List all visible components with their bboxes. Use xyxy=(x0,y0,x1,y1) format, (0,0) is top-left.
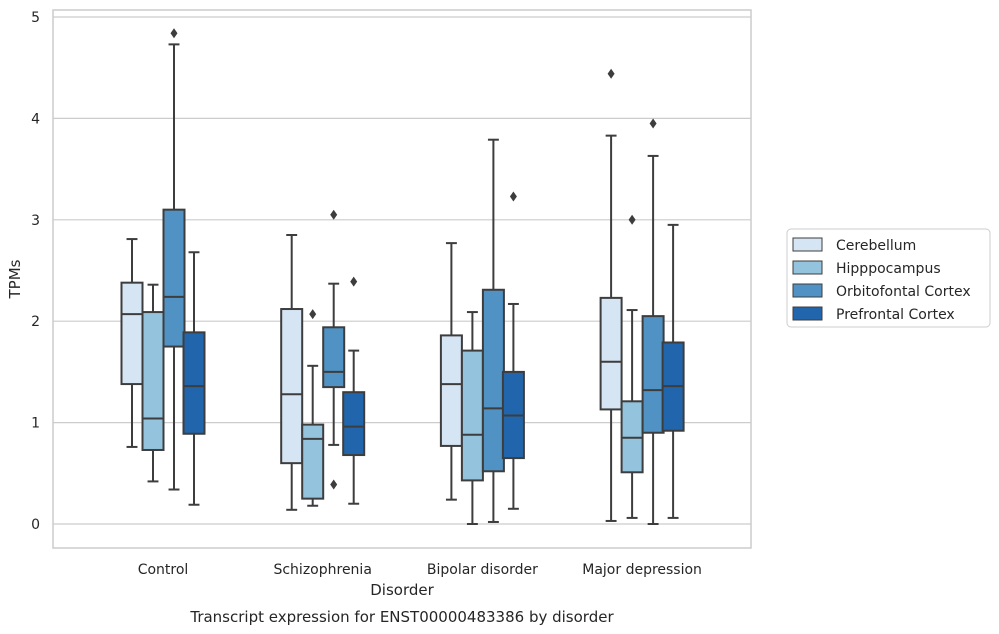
x-tick-labels: Control Schizophrenia Bipolar disorder Majo… xyxy=(138,562,702,578)
box-body xyxy=(481,288,505,473)
box-0-1 xyxy=(280,234,304,511)
outlier-marker xyxy=(607,68,615,79)
box-body xyxy=(460,349,484,482)
outlier-marker xyxy=(350,276,358,287)
box-3-3 xyxy=(661,223,685,519)
box-1-0 xyxy=(141,283,165,483)
x-tick-label: Schizophrenia xyxy=(273,562,371,578)
legend-label: Orbitofontal Cortex xyxy=(836,284,971,300)
outlier-marker xyxy=(628,214,636,225)
x-tick-label: Major depression xyxy=(582,562,702,578)
legend: Cerebellum Hipppocampus Orbitofontal Corte… xyxy=(786,228,991,328)
box-body xyxy=(162,208,186,348)
y-tick-label: 4 xyxy=(31,111,40,127)
legend-swatch xyxy=(792,237,823,252)
box-body xyxy=(599,296,623,411)
outlier-marker xyxy=(330,479,338,490)
legend-frame xyxy=(786,228,991,328)
legend-items: Cerebellum Hipppocampus Orbitofontal Corte… xyxy=(792,237,971,323)
box-3-2 xyxy=(501,191,525,510)
outlier-marker xyxy=(170,28,178,39)
box-1-2 xyxy=(460,311,484,525)
legend-label: Cerebellum xyxy=(836,238,916,254)
box-body xyxy=(641,315,665,434)
outlier-marker xyxy=(309,309,317,320)
box-0-0 xyxy=(120,238,144,448)
outlier-marker xyxy=(330,209,338,220)
x-tick-label: Control xyxy=(138,562,189,578)
x-axis-title: Disorder xyxy=(370,581,434,599)
box-body xyxy=(322,326,346,389)
y-tick-labels: 0 1 2 3 4 5 xyxy=(31,10,40,533)
box-1-1 xyxy=(301,309,325,507)
box-3-0 xyxy=(182,251,206,506)
legend-label: Prefrontal Cortex xyxy=(836,307,955,323)
chart-title: Transcript expression for ENST0000048338… xyxy=(189,608,614,626)
box-body xyxy=(182,331,206,435)
legend-label: Hipppocampus xyxy=(836,261,941,277)
y-tick-label: 2 xyxy=(31,314,40,330)
x-tick-label: Bipolar disorder xyxy=(427,562,538,578)
box-body xyxy=(342,391,366,457)
outlier-marker xyxy=(509,191,517,202)
y-tick-label: 0 xyxy=(31,517,40,533)
legend-swatch xyxy=(792,306,823,321)
box-2-3 xyxy=(641,118,665,525)
box-body xyxy=(620,400,644,474)
box-2-0 xyxy=(162,28,186,491)
box-body xyxy=(439,334,463,447)
y-axis-title: TPMs xyxy=(6,259,24,299)
box-body xyxy=(141,311,165,451)
box-body xyxy=(280,308,304,465)
box-1-3 xyxy=(620,214,644,519)
box-body xyxy=(120,281,144,386)
legend-swatch xyxy=(792,283,823,298)
box-2-1 xyxy=(322,209,346,490)
plot-boxes xyxy=(120,28,685,525)
y-tick-label: 3 xyxy=(31,213,40,229)
plot-frame xyxy=(52,9,752,549)
box-body xyxy=(301,423,325,500)
box-0-3 xyxy=(599,68,623,522)
legend-swatch xyxy=(792,260,823,275)
box-0-2 xyxy=(439,242,463,501)
y-tick-label: 1 xyxy=(31,416,40,432)
outlier-marker xyxy=(649,118,657,129)
box-3-1 xyxy=(342,276,366,505)
box-2-2 xyxy=(481,138,505,523)
y-tick-label: 5 xyxy=(31,10,40,26)
